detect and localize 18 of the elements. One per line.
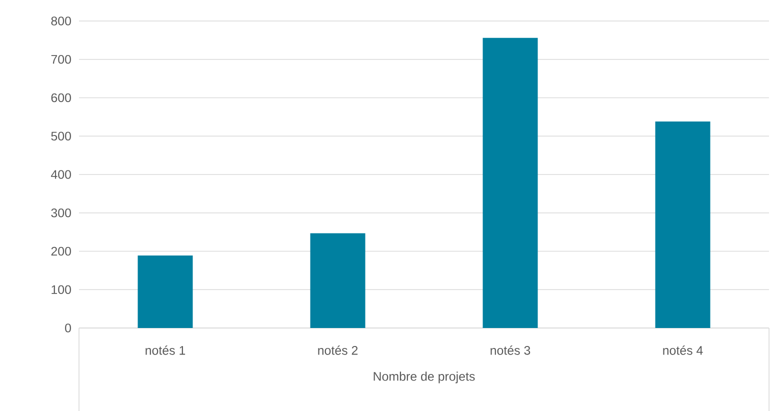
y-tick-label: 200	[51, 246, 71, 256]
y-tick-label: 700	[51, 54, 71, 64]
x-tick-label: notés 1	[146, 346, 186, 355]
y-tick-label: 800	[51, 16, 71, 26]
bar	[655, 122, 710, 328]
y-tick-label: 300	[51, 208, 71, 218]
x-tick-label: notés 2	[318, 346, 358, 355]
bar	[310, 233, 366, 328]
x-tick-label: notés 4	[663, 346, 703, 355]
y-tick-label: 600	[51, 93, 71, 102]
y-tick-label: 500	[51, 132, 71, 141]
bar	[482, 38, 538, 328]
bar	[138, 255, 193, 328]
x-tick-label: notés 3	[490, 346, 530, 355]
y-tick-label: 100	[52, 285, 71, 294]
y-tick-label: 0	[65, 324, 71, 332]
y-tick-label: 400	[50, 170, 71, 179]
x-axis-title: Nombre de projets	[374, 372, 475, 384]
